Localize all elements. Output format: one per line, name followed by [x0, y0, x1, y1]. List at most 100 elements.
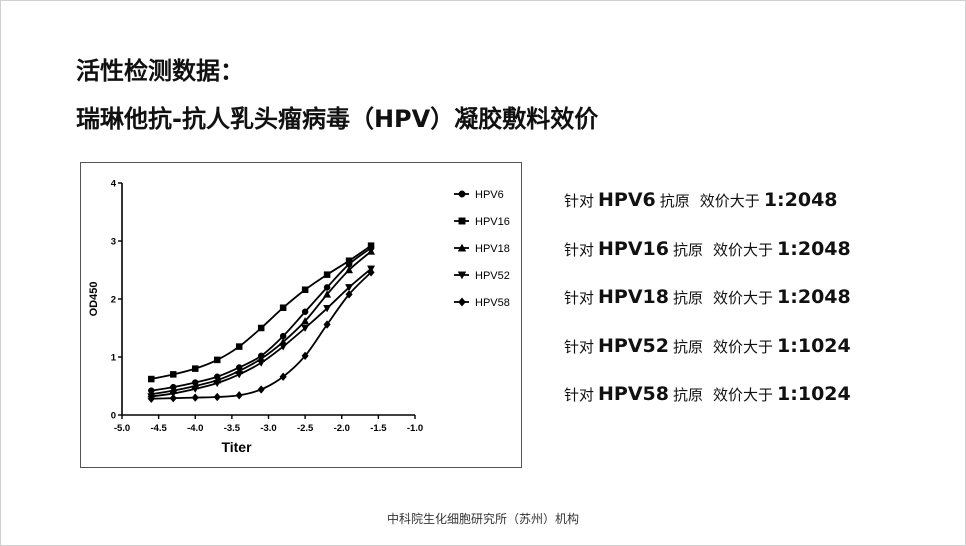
- data-point: [147, 394, 155, 404]
- result-hpv-type: HPV16: [598, 237, 669, 260]
- result-row: 针对 HPV6 抗原 效价大于 1:2048: [564, 189, 954, 238]
- series-hpv18: [147, 247, 376, 398]
- result-hpv-type: HPV18: [598, 286, 669, 308]
- result-antigen: 抗原: [673, 337, 704, 356]
- result-titer-value: 1:1024: [777, 334, 851, 357]
- x-axis-label: Titer: [221, 439, 252, 455]
- result-hpv-type: HPV52: [598, 334, 669, 357]
- legend-item: HPV52: [454, 270, 510, 282]
- series-line: [151, 247, 372, 392]
- data-point: [367, 268, 375, 277]
- x-tick-label: -3.5: [224, 423, 241, 434]
- data-point: [345, 257, 353, 264]
- y-tick-label: 2: [111, 295, 116, 306]
- data-point: [257, 359, 266, 367]
- result-hpv-type: HPV58: [598, 383, 669, 405]
- slide-footer: 中科院生化细胞研究所（苏州）机构: [386, 512, 579, 526]
- y-tick-label: 3: [111, 237, 116, 248]
- result-prefix: 针对: [564, 192, 595, 210]
- data-point: [301, 286, 309, 293]
- series-line: [151, 271, 372, 400]
- data-point: [192, 365, 199, 372]
- legend-marker: [458, 190, 466, 198]
- slide-title-line1: 活性检测数据：: [76, 57, 244, 85]
- titration-chart: -5.0 -4.5 -4.0 -3.5 -3.0 -2.5 -2.0 -1.5 -1.0 0 1 2 3…: [80, 162, 522, 468]
- data-point: [301, 308, 309, 316]
- data-point: [323, 284, 331, 291]
- result-antigen: 抗原: [673, 289, 704, 307]
- series-hpv16: [148, 242, 375, 383]
- result-prefix: 针对: [564, 386, 595, 404]
- result-antigen: 抗原: [673, 386, 704, 404]
- result-titer-value: 1:2048: [763, 189, 838, 211]
- result-titer-value: 1:1024: [777, 383, 851, 405]
- x-tick-label: -4.5: [150, 423, 167, 434]
- y-tick-label: 0: [111, 411, 116, 422]
- result-titer-label: 效价大于: [713, 386, 774, 404]
- x-tick-label: -4.0: [187, 423, 203, 434]
- data-point: [235, 390, 243, 400]
- series-hpv52: [147, 265, 376, 401]
- result-row: 针对 HPV52 抗原 效价大于 1:1024: [564, 335, 954, 384]
- data-point: [323, 290, 332, 298]
- legend-item: HPV18: [454, 243, 510, 255]
- result-titer-label: 效价大于: [713, 337, 774, 356]
- y-axis-label: OD450: [88, 282, 100, 317]
- result-antigen: 抗原: [659, 192, 690, 210]
- series-hpv58: [147, 268, 375, 404]
- legend-marker: [457, 243, 467, 252]
- result-row: 针对 HPV16 抗原 效价大于 1:2048: [564, 238, 954, 287]
- result-row: 针对 HPV58 抗原 效价大于 1:1024: [564, 383, 954, 432]
- data-point: [301, 351, 309, 361]
- x-tick-label: -3.0: [260, 423, 276, 434]
- legend-label: HPV58: [475, 297, 510, 309]
- data-point: [191, 393, 199, 402]
- result-hpv-type: HPV6: [598, 189, 656, 211]
- legend-item: HPV6: [454, 189, 504, 201]
- legend-item: HPV58: [454, 297, 510, 309]
- series-line: [151, 250, 372, 396]
- x-tick-label: -2.5: [297, 423, 314, 434]
- result-titer-label: 效价大于: [713, 289, 774, 307]
- result-titer-label: 效价大于: [699, 192, 760, 210]
- data-point: [301, 324, 310, 333]
- result-titer-label: 效价大于: [713, 240, 774, 259]
- data-point: [279, 372, 287, 382]
- data-point: [279, 304, 287, 311]
- x-tick-label: -1.0: [407, 423, 423, 434]
- chart-svg: -5.0 -4.5 -4.0 -3.5 -3.0 -2.5 -2.0 -1.5 -1.0 0 1 2 3…: [88, 179, 510, 456]
- legend-label: HPV6: [475, 189, 504, 201]
- legend-marker: [458, 297, 466, 307]
- result-prefix: 针对: [564, 337, 595, 356]
- x-tick-label: -5.0: [114, 423, 130, 434]
- series-line: [151, 268, 372, 398]
- data-point: [323, 271, 331, 278]
- legend-marker: [457, 271, 467, 280]
- data-point: [323, 320, 331, 329]
- legend-label: HPV18: [475, 243, 510, 255]
- data-point: [169, 393, 177, 403]
- data-point: [367, 247, 376, 255]
- result-prefix: 针对: [564, 240, 595, 259]
- data-point: [345, 290, 353, 299]
- data-point: [169, 390, 178, 398]
- legend-label: HPV52: [475, 270, 510, 282]
- data-point: [213, 356, 221, 364]
- result-prefix: 针对: [564, 289, 595, 307]
- data-point: [213, 379, 222, 388]
- result-antigen: 抗原: [673, 240, 704, 259]
- data-point: [323, 305, 332, 313]
- data-point: [301, 316, 310, 325]
- x-tick-label: -1.5: [370, 423, 387, 434]
- data-point: [191, 385, 200, 394]
- y-tick-label: 4: [111, 179, 117, 190]
- result-titer-value: 1:2048: [777, 237, 851, 260]
- result-row: 针对 HPV18 抗原 效价大于 1:2048: [564, 286, 954, 335]
- slide-title-line2: 瑞琳他抗-抗人乳头瘤病毒（HPV）凝胶敷料效价: [76, 105, 599, 133]
- data-point: [257, 324, 265, 332]
- result-titer-value: 1:2048: [777, 286, 851, 308]
- data-point: [235, 343, 243, 350]
- data-point: [279, 343, 288, 351]
- data-point: [235, 371, 244, 379]
